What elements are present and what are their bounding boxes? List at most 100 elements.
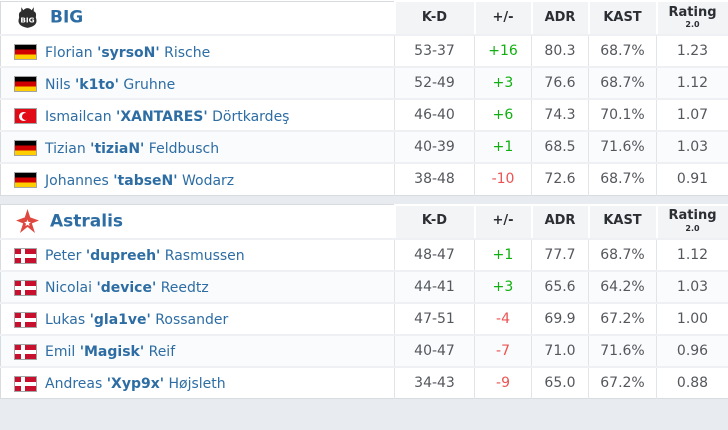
player-first-name: Tizian <box>45 140 86 157</box>
player-name-link[interactable]: Emil 'Magisk' Reif <box>45 344 175 360</box>
player-nickname: 'gla1ve' <box>89 312 151 328</box>
rating-value: 1.23 <box>656 35 728 67</box>
player-first-name: Andreas <box>45 376 103 393</box>
player-row: Andreas 'Xyp9x' Højsleth 34-43 -9 65.0 6… <box>0 366 728 399</box>
rating-value: 1.00 <box>656 302 728 335</box>
kast-value: 71.6% <box>588 334 657 367</box>
rating-value: 1.12 <box>656 67 728 99</box>
column-header-plusminus: +/- <box>473 0 533 36</box>
plusminus-value: -7 <box>474 334 532 367</box>
kd-value: 52-49 <box>394 67 475 99</box>
kd-value: 34-43 <box>394 366 475 399</box>
player-last-name: Dörtkardeş <box>212 108 290 125</box>
rating-value: 1.12 <box>656 238 728 271</box>
player-nickname: 'syrsoN' <box>97 44 160 61</box>
kast-value: 70.1% <box>588 99 657 131</box>
kast-value: 68.7% <box>588 35 657 67</box>
plusminus-value: +1 <box>474 131 532 163</box>
team-name-link[interactable]: BIG <box>50 7 84 28</box>
turkey-flag-icon <box>15 109 36 123</box>
denmark-flag-icon <box>15 248 36 263</box>
player-first-name: Lukas <box>45 312 86 328</box>
player-first-name: Johannes <box>45 172 109 189</box>
column-header-rating: Rating 2.0 <box>655 203 728 240</box>
team-name-link[interactable]: Astralis <box>50 211 124 232</box>
adr-value: 74.3 <box>531 99 589 131</box>
column-header-kast: KAST <box>587 203 658 240</box>
player-first-name: Peter <box>45 248 82 264</box>
player-nickname: 'device' <box>96 280 157 296</box>
plusminus-value: -4 <box>474 302 532 335</box>
big-claw-icon: BIG <box>15 5 40 30</box>
rating-value: 1.03 <box>656 270 728 303</box>
kd-value: 40-47 <box>394 334 475 367</box>
kast-value: 67.2% <box>588 302 657 335</box>
player-name-link[interactable]: Johannes 'tabseN' Wodarz <box>45 173 234 189</box>
player-nickname: 'tabseN' <box>113 172 178 189</box>
player-name-link[interactable]: Ismailcan 'XANTARES' Dörtkardeş <box>45 109 289 125</box>
player-name-link[interactable]: Nicolai 'device' Reedtz <box>45 280 209 296</box>
adr-value: 76.6 <box>531 67 589 99</box>
germany-flag-icon <box>15 141 36 155</box>
player-last-name: Reedtz <box>160 280 209 296</box>
rating-value: 0.88 <box>656 366 728 399</box>
column-header-kast: KAST <box>587 0 658 36</box>
column-header-kd: K-D <box>393 0 476 36</box>
player-nickname: 'tiziaN' <box>90 140 145 157</box>
plusminus-value: +6 <box>474 99 532 131</box>
adr-value: 65.6 <box>531 270 589 303</box>
player-row: Johannes 'tabseN' Wodarz 38-48 -10 72.6 … <box>0 163 728 195</box>
player-name-link[interactable]: Peter 'dupreeh' Rasmussen <box>45 248 245 264</box>
plusminus-value: +1 <box>474 238 532 271</box>
plusminus-value: -10 <box>474 163 532 195</box>
team-header-row: BIG BIG K-D +/- ADR KAST Rating 2.0 <box>0 0 728 36</box>
player-last-name: Feldbusch <box>148 140 220 157</box>
player-nickname: 'Magisk' <box>79 344 145 360</box>
player-name-link[interactable]: Nils 'k1to' Gruhne <box>45 77 175 93</box>
plusminus-value: -9 <box>474 366 532 399</box>
rating-version-label: 2.0 <box>685 223 700 233</box>
player-row: Florian 'syrsoN' Rische 53-37 +16 80.3 6… <box>0 35 728 67</box>
column-header-adr: ADR <box>530 0 590 36</box>
denmark-flag-icon <box>15 280 36 295</box>
kast-value: 64.2% <box>588 270 657 303</box>
denmark-flag-icon <box>15 376 36 391</box>
rating-version-label: 2.0 <box>685 20 700 30</box>
kd-value: 46-40 <box>394 99 475 131</box>
player-last-name: Højsleth <box>168 376 226 393</box>
kast-value: 67.2% <box>588 366 657 399</box>
player-row: Nicolai 'device' Reedtz 44-41 +3 65.6 64… <box>0 270 728 303</box>
germany-flag-icon <box>15 45 36 59</box>
rating-value: 0.96 <box>656 334 728 367</box>
player-nickname: 'XANTARES' <box>116 108 208 125</box>
player-first-name: Ismailcan <box>45 108 112 125</box>
player-name-link[interactable]: Andreas 'Xyp9x' Højsleth <box>45 376 226 392</box>
player-last-name: Gruhne <box>123 76 176 93</box>
kd-value: 53-37 <box>394 35 475 67</box>
player-last-name: Rasmussen <box>164 248 245 264</box>
svg-text:BIG: BIG <box>20 16 34 25</box>
player-row: Nils 'k1to' Gruhne 52-49 +3 76.6 68.7% 1… <box>0 67 728 99</box>
player-first-name: Nils <box>45 76 71 93</box>
player-name-link[interactable]: Tizian 'tiziaN' Feldbusch <box>45 141 219 157</box>
player-row: Peter 'dupreeh' Rasmussen 48-47 +1 77.7 … <box>0 238 728 271</box>
player-name-link[interactable]: Florian 'syrsoN' Rische <box>45 45 210 61</box>
kast-value: 71.6% <box>588 131 657 163</box>
player-first-name: Emil <box>45 344 76 360</box>
team-header-row: Astralis K-D +/- ADR KAST Rating 2.0 <box>0 203 728 240</box>
astralis-stats-table: Astralis K-D +/- ADR KAST Rating 2.0 Pet… <box>0 203 728 399</box>
germany-flag-icon <box>15 77 36 91</box>
rating-value: 1.03 <box>656 131 728 163</box>
plusminus-value: +16 <box>474 35 532 67</box>
player-row: Tizian 'tiziaN' Feldbusch 40-39 +1 68.5 … <box>0 131 728 163</box>
column-header-plusminus: +/- <box>473 203 533 240</box>
column-header-rating: Rating 2.0 <box>655 0 728 36</box>
kast-value: 68.7% <box>588 163 657 195</box>
kd-value: 48-47 <box>394 238 475 271</box>
adr-value: 71.0 <box>531 334 589 367</box>
player-row: Lukas 'gla1ve' Rossander 47-51 -4 69.9 6… <box>0 302 728 335</box>
player-first-name: Florian <box>45 44 93 61</box>
player-nickname: 'k1to' <box>75 76 119 93</box>
big-stats-table: BIG BIG K-D +/- ADR KAST Rating 2.0 Flor… <box>0 0 728 196</box>
player-name-link[interactable]: Lukas 'gla1ve' Rossander <box>45 312 228 328</box>
